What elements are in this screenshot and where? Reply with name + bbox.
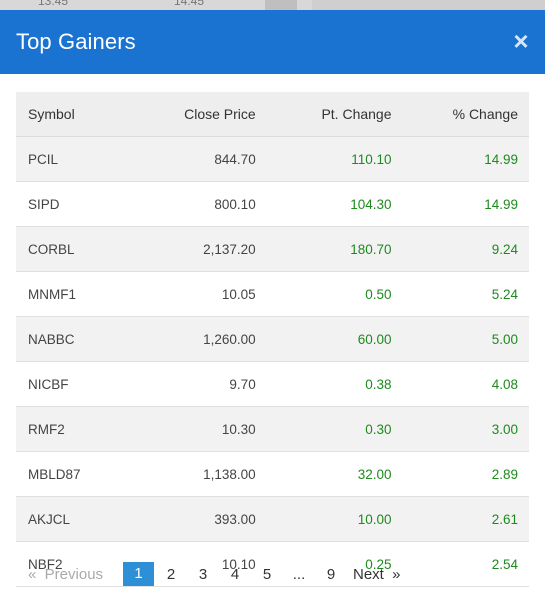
cell-close-price: 9.70 — [145, 361, 256, 407]
cell-close-price: 2,137.20 — [145, 226, 256, 272]
background-time-label: 14:45 — [174, 0, 205, 8]
cell-pct-change: 4.08 — [392, 361, 529, 407]
top-gainers-table: Symbol Close Price Pt. Change % Change P… — [16, 92, 529, 587]
cell-symbol[interactable]: NABBC — [16, 316, 146, 362]
table-header: Symbol Close Price Pt. Change % Change — [16, 92, 529, 137]
cell-pct-change: 9.24 — [392, 226, 529, 272]
cell-pct-change: 14.99 — [392, 136, 529, 182]
cell-pct-change: 3.00 — [392, 406, 529, 452]
cell-close-price: 10.30 — [145, 406, 256, 452]
table-header-row: Symbol Close Price Pt. Change % Change — [16, 92, 529, 137]
table-row[interactable]: NBF2 10.10 0.25 2.54 — [16, 541, 529, 587]
table-body: PCIL 844.70 110.10 14.99 SIPD 800.10 104… — [16, 136, 529, 587]
cell-close-price: 10.10 — [145, 541, 256, 587]
cell-close-price: 1,260.00 — [145, 316, 256, 362]
table-row[interactable]: AKJCL 393.00 10.00 2.61 — [16, 496, 529, 542]
background-block — [312, 0, 545, 10]
pagination: « Previous 1 2 3 4 5 ... 9 Next » — [28, 562, 401, 586]
cell-close-price: 800.10 — [145, 181, 256, 227]
table-row[interactable]: NABBC 1,260.00 60.00 5.00 — [16, 316, 529, 362]
cell-symbol[interactable]: MNMF1 — [16, 271, 146, 317]
background-block — [265, 0, 297, 10]
column-header-pt-change[interactable]: Pt. Change — [255, 92, 393, 137]
cell-pt-change: 0.50 — [255, 271, 393, 317]
table-row[interactable]: RMF2 10.30 0.30 3.00 — [16, 406, 529, 452]
table-row[interactable]: MNMF1 10.05 0.50 5.24 — [16, 271, 529, 317]
pagination-previous[interactable]: « Previous — [28, 565, 104, 583]
cell-close-price: 10.05 — [145, 271, 256, 317]
background-time-label: 13:45 — [38, 0, 69, 8]
column-header-pct-change[interactable]: % Change — [392, 92, 529, 137]
cell-close-price: 1,138.00 — [145, 451, 256, 497]
pagination-page-5[interactable]: 5 — [262, 565, 272, 583]
cell-symbol[interactable]: SIPD — [16, 181, 146, 227]
table-row[interactable]: PCIL 844.70 110.10 14.99 — [16, 136, 529, 182]
background-page-strip: 13:45 14:45 — [0, 0, 545, 10]
cell-pct-change: 5.24 — [392, 271, 529, 317]
cell-symbol[interactable]: CORBL — [16, 226, 146, 272]
close-icon[interactable]: × — [513, 26, 529, 56]
table-row[interactable]: SIPD 800.10 104.30 14.99 — [16, 181, 529, 227]
cell-close-price: 393.00 — [145, 496, 256, 542]
top-gainers-table-container: Symbol Close Price Pt. Change % Change P… — [16, 92, 529, 587]
table-row[interactable]: NICBF 9.70 0.38 4.08 — [16, 361, 529, 407]
pagination-ellipsis: ... — [292, 565, 306, 583]
column-header-symbol[interactable]: Symbol — [16, 92, 146, 137]
cell-symbol[interactable]: MBLD87 — [16, 451, 146, 497]
cell-pct-change: 2.54 — [392, 541, 529, 587]
cell-pct-change: 5.00 — [392, 316, 529, 362]
cell-pt-change: 60.00 — [255, 316, 393, 362]
table-row[interactable]: MBLD87 1,138.00 32.00 2.89 — [16, 451, 529, 497]
cell-pt-change: 0.38 — [255, 361, 393, 407]
pagination-page-9[interactable]: 9 — [326, 565, 336, 583]
cell-pt-change: 0.30 — [255, 406, 393, 452]
cell-pt-change: 10.00 — [255, 496, 393, 542]
cell-pt-change: 180.70 — [255, 226, 393, 272]
pagination-page-2[interactable]: 2 — [166, 565, 176, 583]
pagination-page-3[interactable]: 3 — [198, 565, 208, 583]
pagination-next[interactable]: Next » — [353, 565, 401, 583]
cell-symbol[interactable]: NICBF — [16, 361, 146, 407]
cell-symbol[interactable]: PCIL — [16, 136, 146, 182]
cell-close-price: 844.70 — [145, 136, 256, 182]
pagination-page-4[interactable]: 4 — [230, 565, 240, 583]
cell-pct-change: 2.61 — [392, 496, 529, 542]
modal-title: Top Gainers — [16, 29, 136, 54]
table-row[interactable]: CORBL 2,137.20 180.70 9.24 — [16, 226, 529, 272]
cell-pt-change: 110.10 — [255, 136, 393, 182]
cell-pct-change: 2.89 — [392, 451, 529, 497]
modal-header: Top Gainers × — [0, 10, 545, 74]
cell-pt-change: 104.30 — [255, 181, 393, 227]
column-header-close-price[interactable]: Close Price — [145, 92, 256, 137]
cell-pt-change: 32.00 — [255, 451, 393, 497]
cell-symbol[interactable]: AKJCL — [16, 496, 146, 542]
cell-symbol[interactable]: RMF2 — [16, 406, 146, 452]
cell-pt-change: 0.25 — [255, 541, 393, 587]
cell-pct-change: 14.99 — [392, 181, 529, 227]
pagination-page-1[interactable]: 1 — [123, 562, 154, 586]
